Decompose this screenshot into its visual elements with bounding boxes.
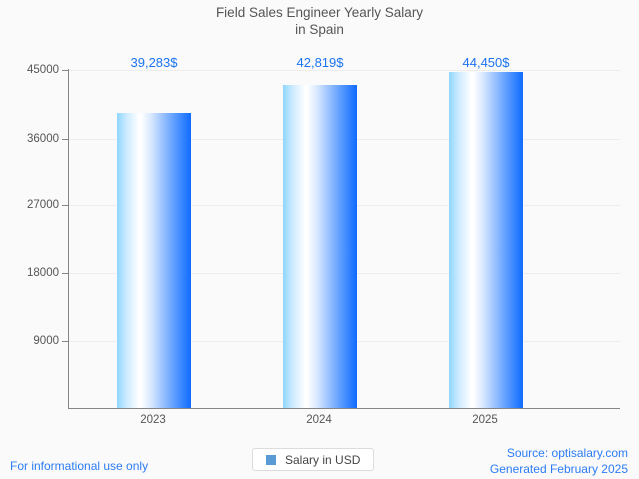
bar-2023[interactable] [117,113,191,408]
plot-area [69,70,620,408]
bar-2025[interactable] [449,72,523,408]
chart-title: Field Sales Engineer Yearly Salary in Sp… [215,5,424,37]
y-tick-mark-18000 [62,273,69,274]
y-tick-label-18000: 18000 [27,267,59,279]
gridline-45000 [69,70,620,71]
y-tick-mark-27000 [62,205,69,206]
bar-2024[interactable] [283,85,357,408]
legend-swatch-icon [266,454,276,465]
footer-source: Source: optisalary.com [506,446,628,460]
y-axis-line [68,69,69,409]
bar-value-2024: 42,819$ [296,55,344,70]
y-tick-mark-36000 [62,139,69,140]
y-tick-label-9000: 9000 [33,335,59,347]
footer-attribution: Source: optisalary.com Generated Februar… [490,445,628,477]
y-tick-mark-9000 [62,341,69,342]
y-tick-label-36000: 36000 [27,133,59,145]
x-tick-label-2025: 2025 [472,414,498,426]
footer-generated: Generated February 2025 [489,462,628,476]
bar-value-2025: 44,450$ [462,55,510,70]
footer-disclaimer: For informational use only [10,459,149,473]
x-axis-line [68,408,620,409]
bar-value-2023: 39,283$ [130,55,178,70]
y-tick-label-27000: 27000 [27,199,59,211]
y-tick-mark-45000 [62,70,69,71]
legend-item-label: Salary in USD [285,452,361,467]
chart-legend[interactable]: Salary in USD [252,448,375,471]
y-tick-label-45000: 45000 [27,64,59,76]
x-tick-label-2024: 2024 [306,414,332,426]
x-tick-label-2023: 2023 [140,414,166,426]
